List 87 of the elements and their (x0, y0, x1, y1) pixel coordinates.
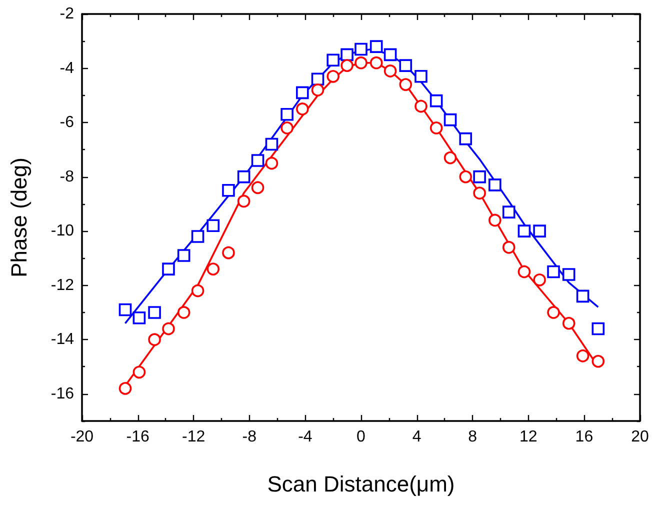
x-tick-label: 8 (468, 428, 478, 446)
point (296, 102, 309, 116)
point (326, 70, 340, 83)
point (547, 265, 560, 278)
point (399, 59, 412, 72)
x-tick-label: -16 (126, 428, 150, 446)
x-tick-label: 16 (575, 428, 594, 446)
point (414, 70, 428, 83)
point (340, 59, 354, 72)
point (132, 366, 146, 379)
point (311, 72, 324, 86)
point (459, 132, 472, 146)
point (206, 219, 220, 232)
point (384, 64, 397, 78)
point (340, 48, 354, 62)
point (444, 151, 457, 164)
point (354, 56, 368, 70)
x-tick-label: 0 (356, 428, 366, 446)
x-tick-label: -4 (298, 428, 312, 446)
x-tick-label: -8 (242, 428, 257, 446)
point (370, 56, 383, 70)
point (265, 156, 278, 170)
point (533, 274, 546, 286)
point (370, 40, 383, 53)
point (132, 311, 146, 324)
point (414, 100, 428, 113)
point (280, 122, 294, 134)
point (222, 184, 235, 197)
point (592, 322, 605, 336)
y-tick-label: -6 (60, 114, 74, 132)
point (399, 78, 412, 91)
point (162, 322, 175, 336)
point (237, 170, 250, 184)
point (148, 333, 161, 346)
x-tick-label: -20 (70, 428, 94, 446)
point (430, 94, 443, 108)
y-tick-label: -14 (50, 331, 74, 348)
point (473, 186, 486, 200)
x-axis-title: Scan Distance(μm) (267, 472, 455, 496)
point (562, 316, 576, 330)
y-tick-label: -10 (50, 222, 74, 240)
point (547, 306, 560, 319)
point (191, 284, 204, 298)
point (311, 84, 324, 96)
point (488, 178, 502, 192)
point (518, 265, 531, 278)
y-tick-label: -2 (60, 6, 74, 22)
point (251, 181, 264, 194)
point (148, 306, 161, 319)
x-tick-label: 12 (520, 428, 538, 446)
y-tick-label: -8 (60, 168, 74, 186)
x-tick-label: 20 (631, 428, 649, 446)
point (280, 108, 294, 121)
x-tick-label: 4 (412, 428, 422, 446)
point (162, 262, 175, 276)
point (459, 170, 472, 184)
point (206, 262, 220, 276)
y-tick-label: -12 (50, 276, 74, 294)
point (251, 154, 264, 167)
point (177, 249, 190, 262)
point (265, 138, 278, 151)
point (488, 214, 502, 227)
point (502, 240, 516, 254)
y-tick-label: -16 (50, 385, 74, 402)
y-axis-title: Phase (deg) (6, 158, 32, 278)
point (518, 224, 531, 238)
point (237, 194, 250, 208)
point (296, 86, 309, 100)
point (533, 224, 546, 238)
x-tick-label: -12 (182, 428, 206, 446)
point (576, 290, 590, 303)
point (562, 268, 576, 281)
point (384, 48, 397, 62)
point (118, 382, 132, 395)
point (444, 113, 457, 126)
point (222, 246, 235, 260)
y-tick-label: -4 (60, 60, 74, 77)
point (592, 354, 605, 368)
point (502, 206, 516, 218)
point (354, 42, 368, 56)
point (473, 170, 486, 184)
point (326, 54, 340, 67)
point (177, 306, 190, 319)
point (191, 230, 204, 243)
point (430, 122, 443, 134)
point (118, 303, 132, 316)
point (576, 349, 590, 362)
